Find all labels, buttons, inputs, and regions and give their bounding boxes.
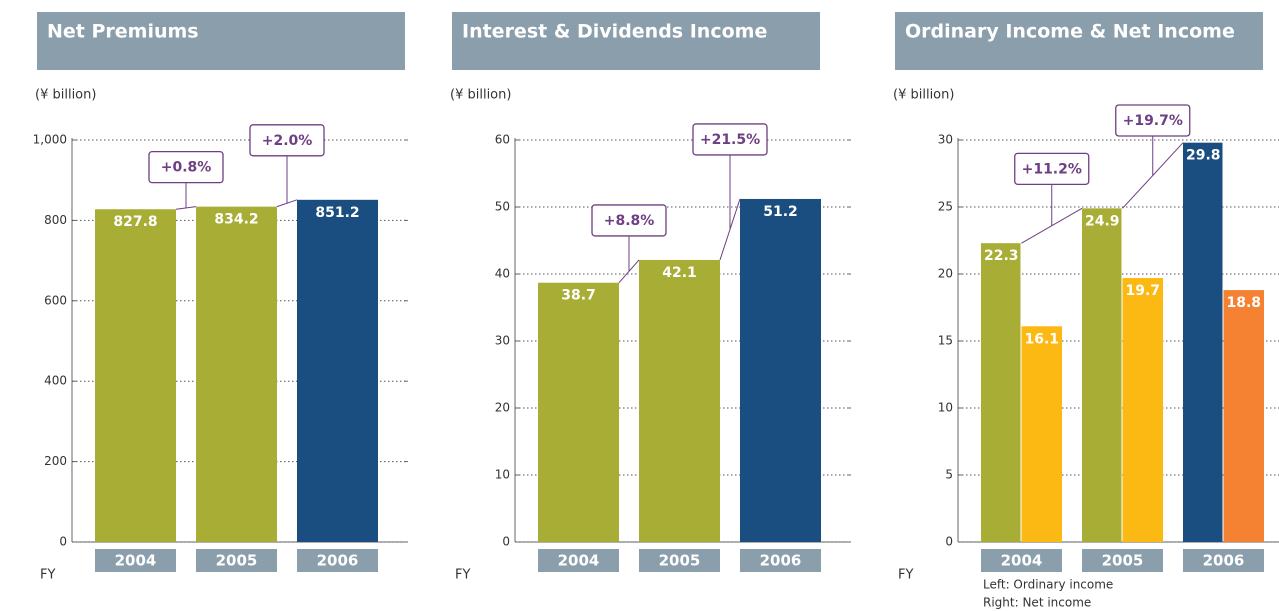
legend-entry: Left: Ordinary income — [983, 578, 1113, 592]
value-label: 827.8 — [113, 214, 157, 230]
title-bar — [895, 12, 1263, 70]
y-tick-label: 5 — [945, 468, 953, 482]
value-label: 29.8 — [1186, 148, 1221, 164]
unit-label: (¥ billion) — [893, 88, 954, 103]
value-label: 51.2 — [763, 204, 798, 220]
callout-box — [1115, 104, 1191, 137]
value-label: 851.2 — [315, 205, 359, 221]
category-box — [196, 549, 277, 572]
value-label: 18.8 — [1226, 295, 1261, 311]
x-tick-label: 2005 — [659, 552, 701, 570]
callout-box — [249, 124, 325, 157]
category-box — [639, 549, 720, 572]
category-box — [1082, 549, 1163, 572]
annotation: +8.8% — [604, 213, 655, 229]
chart-title: Interest & Dividends Income — [462, 21, 767, 43]
annotation: +19.7% — [1123, 113, 1183, 129]
x-tick-label: 2004 — [115, 552, 157, 570]
callout-box — [591, 204, 667, 237]
title-bar — [37, 12, 405, 70]
bar — [740, 198, 821, 542]
category-box — [95, 549, 176, 572]
value-label: 19.7 — [1125, 283, 1160, 299]
value-label: 42.1 — [662, 265, 697, 281]
bar — [1021, 326, 1062, 542]
x-axis-label: FY — [455, 568, 470, 583]
bar — [538, 282, 619, 542]
bar — [196, 206, 277, 542]
x-axis-label: FY — [898, 568, 913, 583]
x-tick-label: 2006 — [760, 552, 802, 570]
category-box — [1183, 549, 1264, 572]
value-label: 24.9 — [1085, 213, 1120, 229]
y-tick-label: 15 — [938, 334, 953, 348]
x-tick-label: 2006 — [1203, 552, 1245, 570]
title-bar — [452, 12, 820, 70]
y-tick-label: 50 — [495, 200, 510, 214]
y-tick-label: 30 — [938, 133, 953, 147]
value-label: 22.3 — [984, 248, 1019, 264]
value-label: 834.2 — [214, 212, 258, 228]
y-tick-label: 0 — [502, 535, 510, 549]
annotation: +2.0% — [262, 133, 313, 149]
callout-box — [692, 123, 768, 156]
bar — [95, 209, 176, 542]
bar — [981, 243, 1021, 542]
value-label: 16.1 — [1024, 331, 1059, 347]
category-box — [981, 549, 1062, 572]
x-tick-label: 2005 — [216, 552, 258, 570]
y-tick-label: 800 — [44, 213, 67, 227]
annotation: +0.8% — [161, 160, 212, 176]
annotation: +21.5% — [700, 132, 760, 148]
legend-entry: Right: Net income — [983, 596, 1091, 610]
y-tick-label: 60 — [495, 133, 510, 147]
value-label: 38.7 — [561, 288, 596, 304]
bar — [1082, 208, 1122, 542]
x-tick-label: 2004 — [1001, 552, 1043, 570]
y-tick-label: 600 — [44, 293, 67, 307]
bar — [297, 199, 378, 542]
bar — [1223, 290, 1264, 542]
y-tick-label: 10 — [938, 401, 953, 415]
bar — [639, 259, 720, 542]
y-tick-label: 400 — [44, 374, 67, 388]
x-tick-label: 2005 — [1102, 552, 1144, 570]
chart-title: Net Premiums — [47, 21, 199, 43]
category-box — [740, 549, 821, 572]
x-tick-label: 2006 — [317, 552, 359, 570]
category-box — [538, 549, 619, 572]
y-tick-label: 1,000 — [33, 133, 67, 147]
y-tick-label: 20 — [938, 267, 953, 281]
callout-box — [1014, 152, 1090, 185]
annotation: +11.2% — [1022, 161, 1082, 177]
chart-title: Ordinary Income & Net Income — [905, 21, 1235, 43]
x-tick-label: 2004 — [558, 552, 600, 570]
bar — [1122, 278, 1163, 542]
unit-label: (¥ billion) — [450, 88, 511, 103]
y-tick-label: 25 — [938, 200, 953, 214]
x-axis-label: FY — [40, 568, 55, 583]
y-tick-label: 20 — [495, 401, 510, 415]
y-tick-label: 0 — [59, 535, 67, 549]
unit-label: (¥ billion) — [35, 88, 96, 103]
bar — [1183, 142, 1223, 542]
y-tick-label: 200 — [44, 454, 67, 468]
y-tick-label: 40 — [495, 267, 510, 281]
y-tick-label: 0 — [945, 535, 953, 549]
callout-box — [148, 151, 224, 184]
y-tick-label: 30 — [495, 334, 510, 348]
y-tick-label: 10 — [495, 468, 510, 482]
category-box — [297, 549, 378, 572]
